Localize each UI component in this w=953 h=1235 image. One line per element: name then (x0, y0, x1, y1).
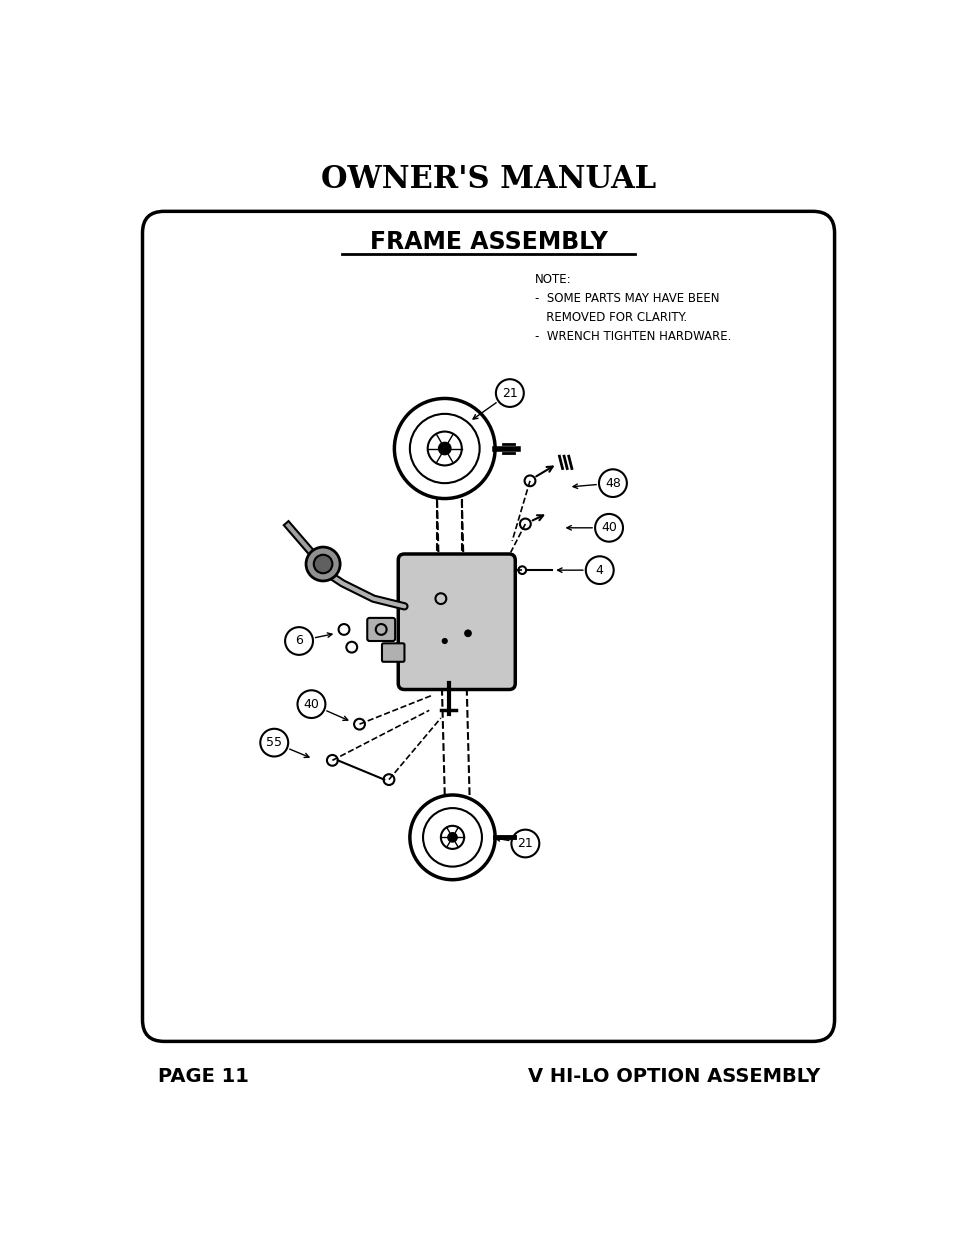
Text: 40: 40 (303, 698, 319, 710)
Text: OWNER'S MANUAL: OWNER'S MANUAL (321, 163, 656, 194)
Text: 55: 55 (266, 736, 282, 750)
FancyBboxPatch shape (142, 211, 834, 1041)
Text: 21: 21 (517, 837, 533, 850)
Text: PAGE 11: PAGE 11 (158, 1067, 249, 1086)
Circle shape (438, 442, 451, 454)
Circle shape (447, 832, 456, 842)
Text: 40: 40 (600, 521, 617, 535)
Text: 4: 4 (596, 563, 603, 577)
Text: 6: 6 (294, 635, 303, 647)
FancyBboxPatch shape (367, 618, 395, 641)
Text: 48: 48 (604, 477, 620, 489)
Circle shape (441, 638, 447, 645)
Circle shape (306, 547, 340, 580)
FancyBboxPatch shape (381, 643, 404, 662)
Text: FRAME ASSEMBLY: FRAME ASSEMBLY (370, 230, 607, 254)
Circle shape (464, 630, 472, 637)
Text: 21: 21 (501, 387, 517, 400)
Text: NOTE:
-  SOME PARTS MAY HAVE BEEN
   REMOVED FOR CLARITY.
-  WRENCH TIGHTEN HARD: NOTE: - SOME PARTS MAY HAVE BEEN REMOVED… (534, 273, 730, 343)
FancyBboxPatch shape (397, 555, 515, 689)
Text: V HI-LO OPTION ASSEMBLY: V HI-LO OPTION ASSEMBLY (527, 1067, 819, 1086)
Circle shape (314, 555, 332, 573)
